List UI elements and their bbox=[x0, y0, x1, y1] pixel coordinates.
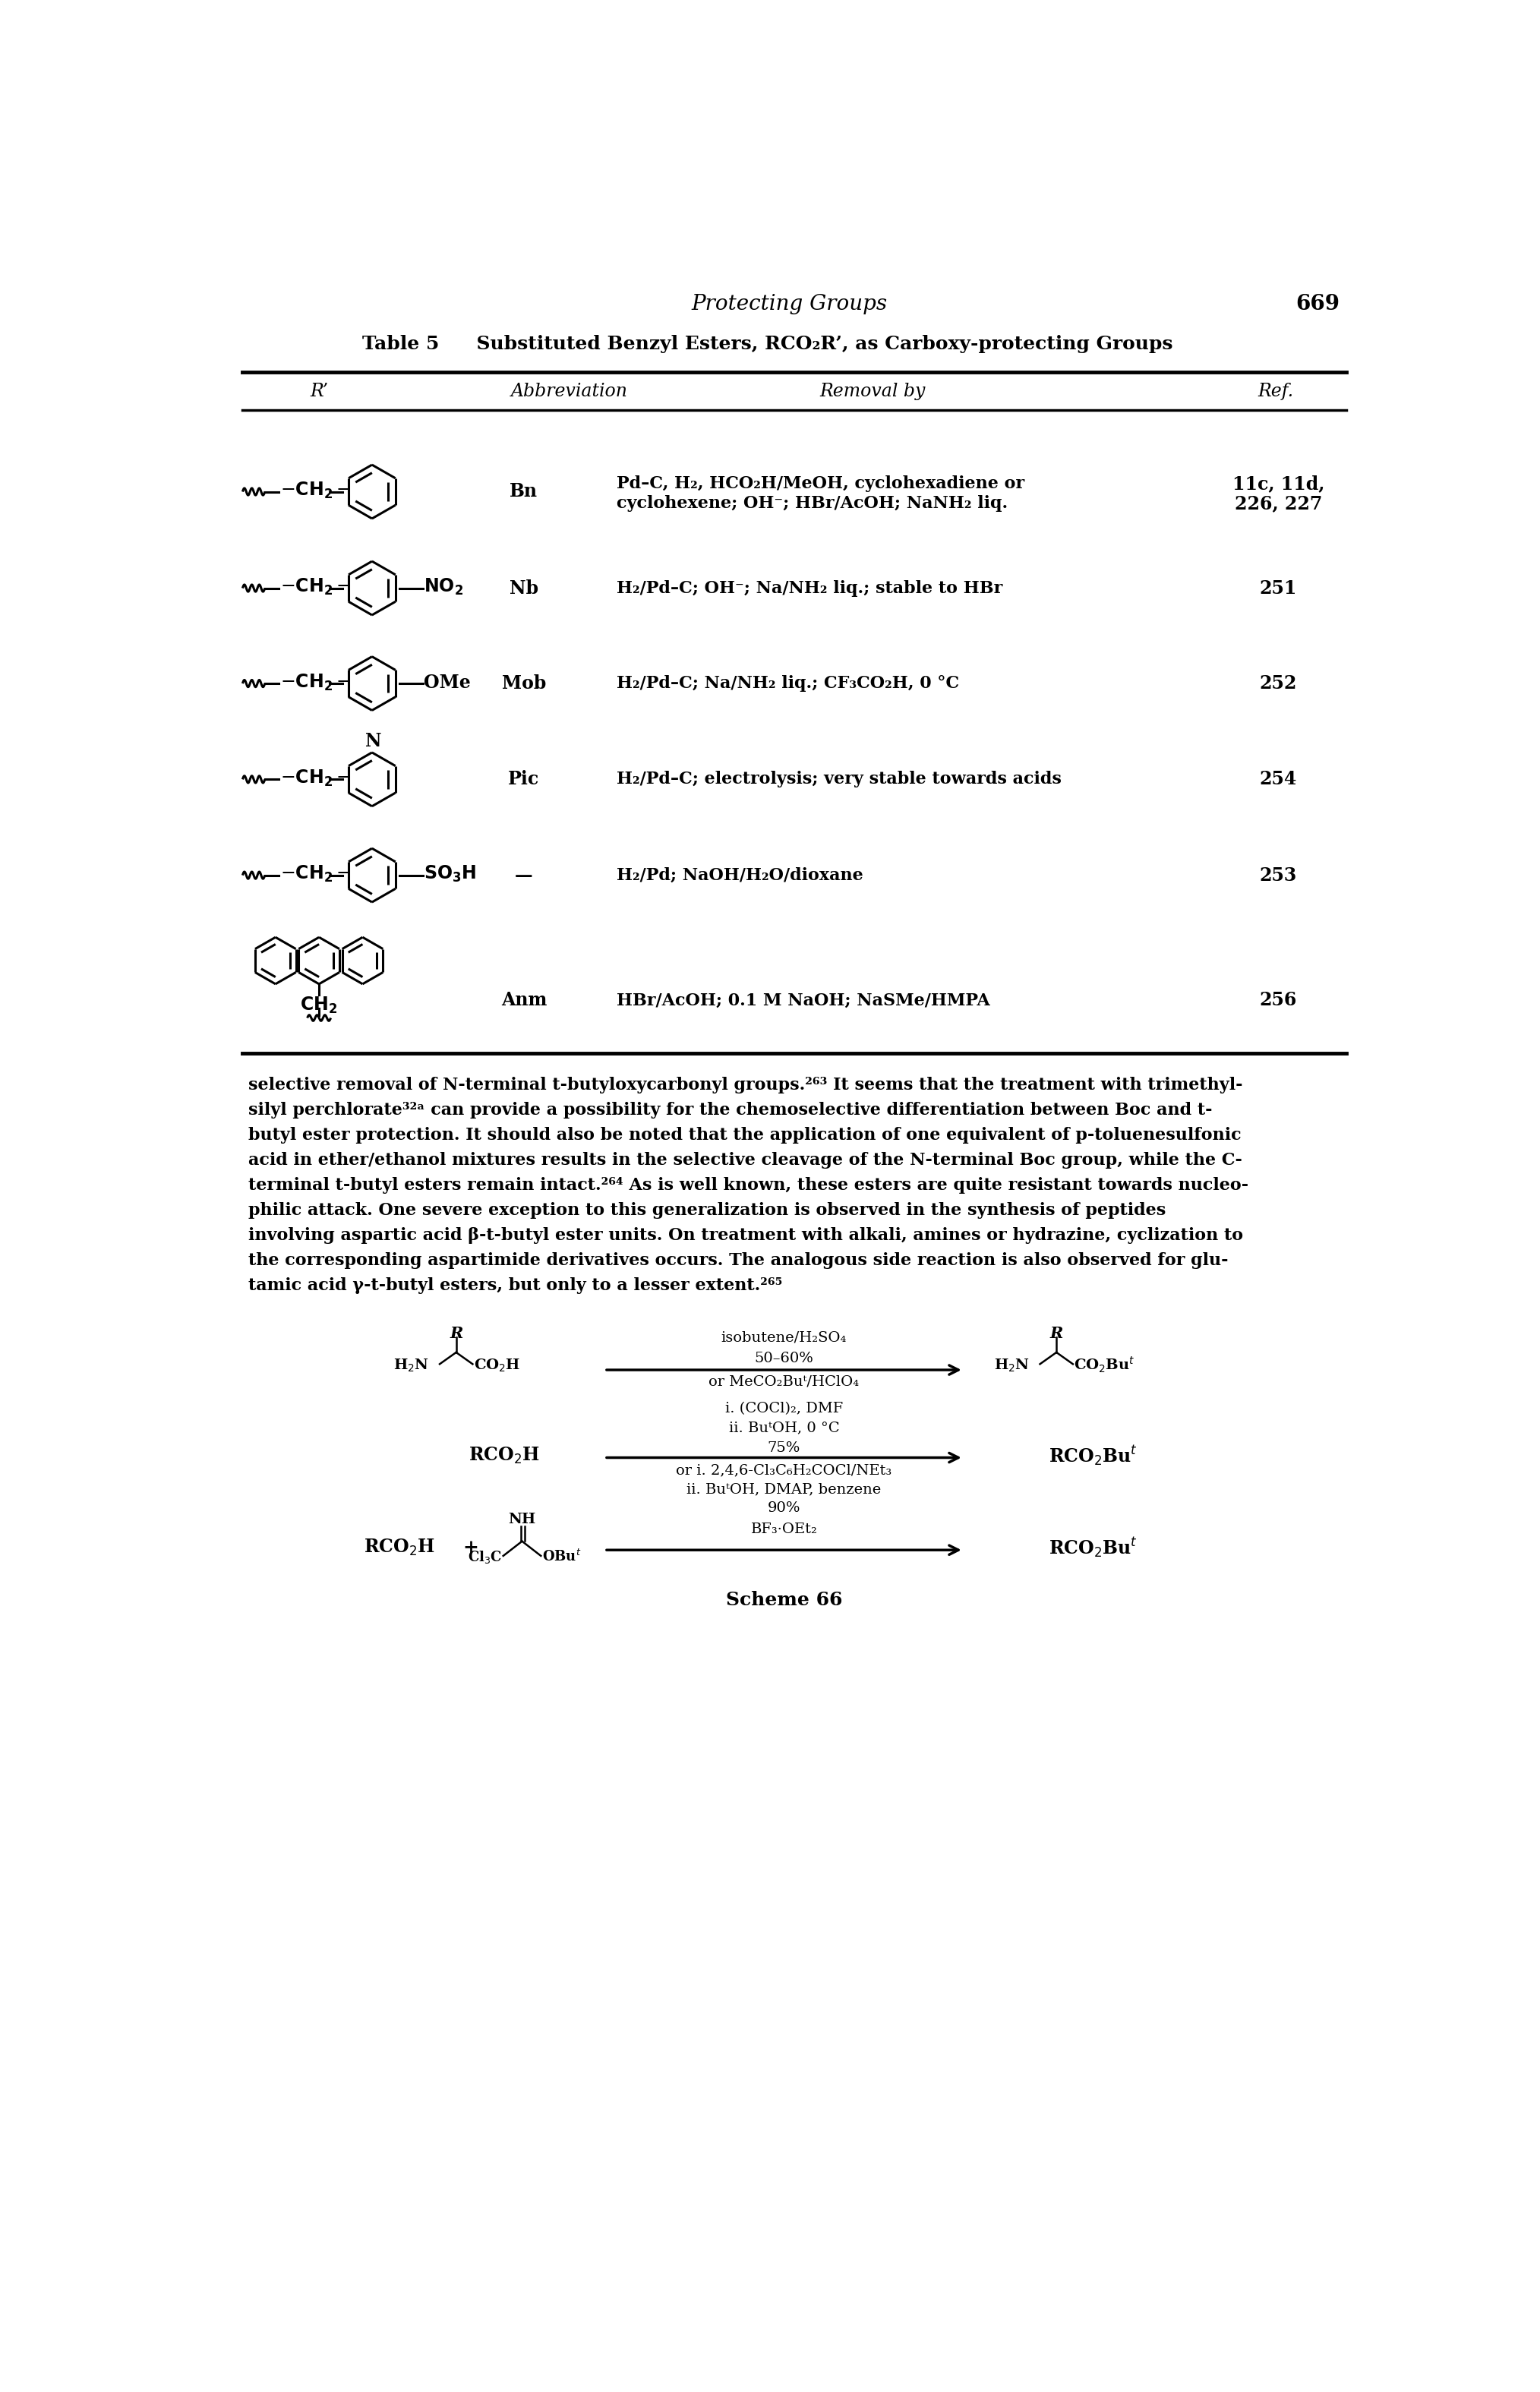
Text: HBr/AcOH; 0.1 M NaOH; NaSMe/HMPA: HBr/AcOH; 0.1 M NaOH; NaSMe/HMPA bbox=[616, 993, 990, 1009]
Text: Table 5: Table 5 bbox=[362, 335, 439, 354]
Text: philic attack. One severe exception to this generalization is observed in the sy: philic attack. One severe exception to t… bbox=[248, 1203, 1166, 1220]
Text: Anm: Anm bbox=[500, 990, 547, 1009]
Text: ii. BuᵗOH, DMAP, benzene: ii. BuᵗOH, DMAP, benzene bbox=[687, 1483, 881, 1495]
Text: tamic acid γ-t-butyl esters, but only to a lesser extent.²⁶⁵: tamic acid γ-t-butyl esters, but only to… bbox=[248, 1277, 782, 1294]
Text: N: N bbox=[365, 732, 382, 751]
Text: Nb: Nb bbox=[510, 579, 539, 598]
Text: Removal by: Removal by bbox=[819, 383, 926, 399]
Text: $\mathbf{NO_2}$: $\mathbf{NO_2}$ bbox=[424, 576, 464, 598]
Text: isobutene/H₂SO₄: isobutene/H₂SO₄ bbox=[721, 1330, 847, 1344]
Text: CO$_2$H: CO$_2$H bbox=[474, 1356, 521, 1373]
Text: 256: 256 bbox=[1260, 990, 1297, 1009]
Text: Substituted Benzyl Esters, RCO₂R’, as Carboxy-protecting Groups: Substituted Benzyl Esters, RCO₂R’, as Ca… bbox=[464, 335, 1173, 354]
Text: 90%: 90% bbox=[767, 1500, 801, 1514]
Text: 11c, 11d,: 11c, 11d, bbox=[1232, 474, 1324, 493]
Text: Mob: Mob bbox=[502, 675, 547, 694]
Text: terminal t-butyl esters remain intact.²⁶⁴ As is well known, these esters are qui: terminal t-butyl esters remain intact.²⁶… bbox=[248, 1177, 1249, 1194]
Text: RCO$_2$H: RCO$_2$H bbox=[363, 1538, 436, 1557]
Text: Protecting Groups: Protecting Groups bbox=[691, 294, 887, 316]
Text: $-\mathbf{CH_2}-$: $-\mathbf{CH_2}-$ bbox=[280, 672, 351, 691]
Text: BF₃·OEt₂: BF₃·OEt₂ bbox=[750, 1524, 818, 1536]
Text: R: R bbox=[1050, 1325, 1063, 1342]
Text: acid in ether/ethanol mixtures results in the selective cleavage of the N-termin: acid in ether/ethanol mixtures results i… bbox=[248, 1153, 1243, 1170]
Text: —: — bbox=[514, 866, 533, 885]
Text: H₂/Pd–C; OH⁻; Na/NH₂ liq.; stable to HBr: H₂/Pd–C; OH⁻; Na/NH₂ liq.; stable to HBr bbox=[616, 579, 1003, 596]
Text: RCO$_2$Bu$^t$: RCO$_2$Bu$^t$ bbox=[1049, 1445, 1138, 1466]
Text: 253: 253 bbox=[1260, 866, 1297, 885]
Text: i. (COCl)₂, DMF: i. (COCl)₂, DMF bbox=[725, 1402, 842, 1416]
Text: or MeCO₂Buᵗ/HClO₄: or MeCO₂Buᵗ/HClO₄ bbox=[708, 1375, 859, 1387]
Text: the corresponding aspartimide derivatives occurs. The analogous side reaction is: the corresponding aspartimide derivative… bbox=[248, 1253, 1229, 1270]
Text: selective removal of N-terminal t-butyloxycarbonyl groups.²⁶³ It seems that the : selective removal of N-terminal t-butylo… bbox=[248, 1076, 1243, 1093]
Text: $-\mathbf{CH_2}-$: $-\mathbf{CH_2}-$ bbox=[280, 576, 351, 598]
Text: Ref.: Ref. bbox=[1258, 383, 1294, 399]
Text: silyl perchlorate³²ᵃ can provide a possibility for the chemoselective differenti: silyl perchlorate³²ᵃ can provide a possi… bbox=[248, 1103, 1212, 1117]
Text: involving aspartic acid β-t-butyl ester units. On treatment with alkali, amines : involving aspartic acid β-t-butyl ester … bbox=[248, 1227, 1243, 1244]
Text: 669: 669 bbox=[1297, 294, 1340, 316]
Text: Bn: Bn bbox=[510, 483, 537, 500]
Text: H₂/Pd–C; Na/NH₂ liq.; CF₃CO₂H, 0 °C: H₂/Pd–C; Na/NH₂ liq.; CF₃CO₂H, 0 °C bbox=[616, 675, 959, 691]
Text: 254: 254 bbox=[1260, 770, 1297, 789]
Text: Pic: Pic bbox=[508, 770, 539, 789]
Text: CO$_2$Bu$^t$: CO$_2$Bu$^t$ bbox=[1073, 1356, 1135, 1375]
Text: OBu$^t$: OBu$^t$ bbox=[542, 1550, 581, 1564]
Text: 50–60%: 50–60% bbox=[755, 1351, 813, 1366]
Text: H₂/Pd; NaOH/H₂O/dioxane: H₂/Pd; NaOH/H₂O/dioxane bbox=[616, 866, 862, 883]
Text: $-\mathbf{CH_2}-$: $-\mathbf{CH_2}-$ bbox=[280, 481, 351, 500]
Text: NH: NH bbox=[508, 1512, 536, 1526]
Text: Abbreviation: Abbreviation bbox=[511, 383, 628, 399]
Text: R’: R’ bbox=[310, 383, 328, 399]
Text: OMe: OMe bbox=[424, 672, 471, 691]
Text: $-\mathbf{CH_2}-$: $-\mathbf{CH_2}-$ bbox=[280, 864, 351, 885]
Text: H$_2$N: H$_2$N bbox=[993, 1356, 1029, 1373]
Text: cyclohexene; OH⁻; HBr/AcOH; NaNH₂ liq.: cyclohexene; OH⁻; HBr/AcOH; NaNH₂ liq. bbox=[616, 495, 1007, 512]
Text: H$_2$N: H$_2$N bbox=[393, 1356, 430, 1373]
Text: ii. BuᵗOH, 0 °C: ii. BuᵗOH, 0 °C bbox=[728, 1421, 839, 1435]
Text: +: + bbox=[464, 1538, 479, 1557]
Text: 251: 251 bbox=[1260, 579, 1297, 598]
Text: 226, 227: 226, 227 bbox=[1235, 495, 1323, 512]
Text: butyl ester protection. It should also be noted that the application of one equi: butyl ester protection. It should also b… bbox=[248, 1127, 1241, 1143]
Text: 75%: 75% bbox=[767, 1442, 801, 1454]
Text: $\mathbf{SO_3H}$: $\mathbf{SO_3H}$ bbox=[424, 864, 476, 885]
Text: Pd–C, H₂, HCO₂H/MeOH, cyclohexadiene or: Pd–C, H₂, HCO₂H/MeOH, cyclohexadiene or bbox=[616, 476, 1024, 493]
Text: or i. 2,4,6-Cl₃C₆H₂COCl/NEt₃: or i. 2,4,6-Cl₃C₆H₂COCl/NEt₃ bbox=[676, 1464, 892, 1478]
Text: H₂/Pd–C; electrolysis; very stable towards acids: H₂/Pd–C; electrolysis; very stable towar… bbox=[616, 770, 1061, 787]
Text: RCO$_2$Bu$^t$: RCO$_2$Bu$^t$ bbox=[1049, 1536, 1138, 1560]
Text: Cl$_3$C: Cl$_3$C bbox=[468, 1550, 502, 1564]
Text: $\mathbf{CH_2}$: $\mathbf{CH_2}$ bbox=[300, 995, 337, 1017]
Text: Scheme 66: Scheme 66 bbox=[725, 1591, 842, 1610]
Text: R: R bbox=[450, 1325, 462, 1342]
Text: RCO$_2$H: RCO$_2$H bbox=[468, 1445, 541, 1466]
Text: 252: 252 bbox=[1260, 675, 1297, 694]
Text: $-\mathbf{CH_2}-$: $-\mathbf{CH_2}-$ bbox=[280, 768, 351, 787]
